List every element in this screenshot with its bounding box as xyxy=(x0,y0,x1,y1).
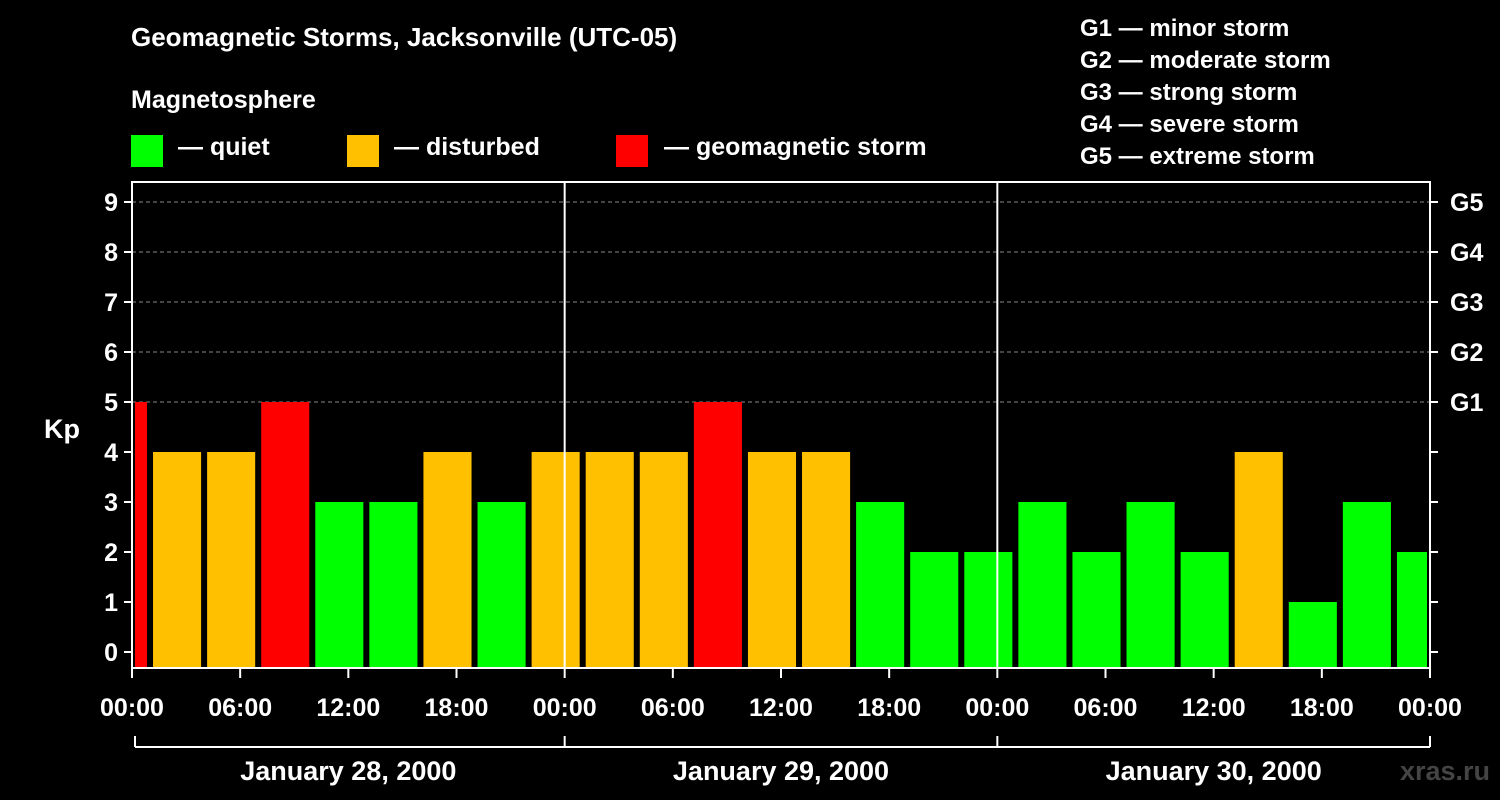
bar-3 xyxy=(261,402,310,668)
bar-23 xyxy=(1342,502,1391,668)
day-label-0: January 28, 2000 xyxy=(240,756,456,786)
day-label-2: January 30, 2000 xyxy=(1106,756,1322,786)
xtick-label-1: 06:00 xyxy=(208,694,272,722)
legend-label-disturbed: — disturbed xyxy=(394,133,540,161)
bar-17 xyxy=(1018,502,1067,668)
xtick-label-11: 18:00 xyxy=(1290,694,1354,722)
bar-15 xyxy=(910,552,959,668)
y-axis-label: Kp xyxy=(44,414,80,444)
bar-16 xyxy=(964,552,1013,668)
ytick-label-3: 3 xyxy=(104,489,118,517)
legend-swatch-storm xyxy=(616,135,648,167)
ytick-label-4: 4 xyxy=(104,439,118,467)
bar-10 xyxy=(639,452,688,668)
g-scale-g5: G5 — extreme storm xyxy=(1080,143,1315,170)
xtick-label-10: 12:00 xyxy=(1182,694,1246,722)
ytick-label-1: 1 xyxy=(104,589,118,617)
xtick-label-7: 18:00 xyxy=(857,694,921,722)
bar-18 xyxy=(1072,552,1121,668)
bar-0 xyxy=(135,402,148,668)
bar-4 xyxy=(315,502,364,668)
bar-2 xyxy=(207,452,256,668)
legend-label-storm: — geomagnetic storm xyxy=(664,133,927,161)
xtick-label-6: 12:00 xyxy=(749,694,813,722)
bar-6 xyxy=(423,452,472,668)
xtick-label-4: 00:00 xyxy=(533,694,597,722)
ytick-label-5: 5 xyxy=(104,389,118,417)
ytick-label-6: 6 xyxy=(104,339,118,367)
g-level-label-G3: G3 xyxy=(1450,289,1483,317)
ytick-label-9: 9 xyxy=(104,189,118,217)
day-label-1: January 29, 2000 xyxy=(673,756,889,786)
legend-swatch-disturbed xyxy=(347,135,379,167)
ytick-label-0: 0 xyxy=(104,639,118,667)
g-scale-g4: G4 — severe storm xyxy=(1080,111,1299,138)
bar-11 xyxy=(693,402,742,668)
g-level-label-G1: G1 xyxy=(1450,389,1483,417)
bar-22 xyxy=(1288,602,1337,668)
watermark: xras.ru xyxy=(1399,756,1490,786)
bar-20 xyxy=(1180,552,1229,668)
g-scale-g3: G3 — strong storm xyxy=(1080,79,1298,106)
xtick-label-9: 06:00 xyxy=(1074,694,1138,722)
xtick-label-5: 06:00 xyxy=(641,694,705,722)
legend-swatch-quiet xyxy=(131,135,163,167)
ytick-label-8: 8 xyxy=(104,239,118,267)
xtick-label-0: 00:00 xyxy=(100,694,164,722)
g-level-label-G2: G2 xyxy=(1450,339,1483,367)
bar-8 xyxy=(531,452,580,668)
bar-24 xyxy=(1396,552,1427,668)
xtick-label-12: 00:00 xyxy=(1398,694,1462,722)
xtick-label-2: 12:00 xyxy=(316,694,380,722)
g-scale-g2: G2 — moderate storm xyxy=(1080,47,1331,74)
bar-12 xyxy=(747,452,797,668)
xtick-label-8: 00:00 xyxy=(965,694,1029,722)
ytick-label-7: 7 xyxy=(104,289,118,317)
bar-5 xyxy=(369,502,418,668)
bar-14 xyxy=(856,502,905,668)
bar-1 xyxy=(153,452,202,668)
g-scale-g1: G1 — minor storm xyxy=(1080,15,1290,42)
bar-13 xyxy=(802,452,851,668)
ytick-label-2: 2 xyxy=(104,539,118,567)
bar-9 xyxy=(585,452,634,668)
g-level-label-G5: G5 xyxy=(1450,189,1483,217)
legend-label-quiet: — quiet xyxy=(178,133,270,161)
xtick-label-3: 18:00 xyxy=(425,694,489,722)
magnetosphere-label: Magnetosphere xyxy=(131,86,316,114)
chart-title: Geomagnetic Storms, Jacksonville (UTC-05… xyxy=(131,22,678,52)
bar-7 xyxy=(477,502,526,668)
bar-19 xyxy=(1126,502,1175,668)
g-level-label-G4: G4 xyxy=(1450,239,1483,267)
bar-21 xyxy=(1234,452,1283,668)
